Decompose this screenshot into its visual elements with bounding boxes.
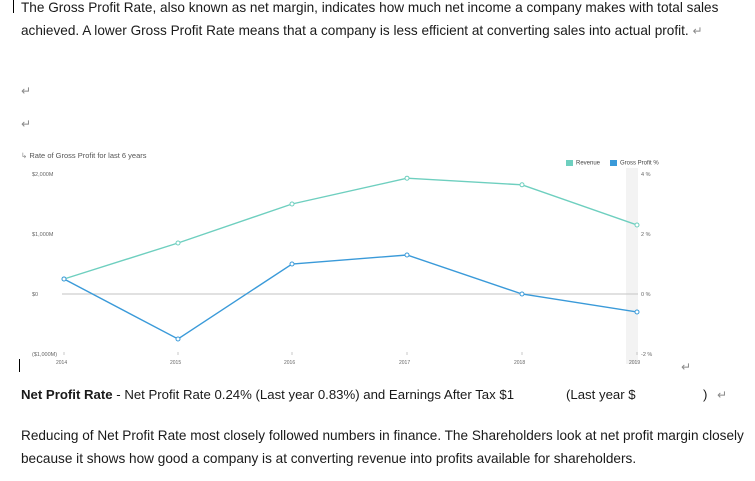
anchor-icon: ↳ [21, 151, 28, 160]
y-left-tick-label: $1,000M [32, 232, 54, 238]
shareholders-text: Reducing of Net Profit Rate most closely… [21, 428, 744, 466]
y-right-tick-label: 2 % [641, 232, 651, 238]
x-tick-label: 2018 [514, 360, 525, 366]
x-tick-label: 2014 [56, 360, 67, 366]
legend-swatch [566, 160, 573, 166]
data-point [175, 336, 181, 342]
series-line-gross-profit [63, 254, 638, 340]
x-tick-label: 2017 [399, 360, 410, 366]
net-profit-paragraph: Net Profit Rate - Net Profit Rate 0.24% … [21, 387, 514, 402]
shareholders-paragraph: Reducing of Net Profit Rate most closely… [21, 425, 751, 470]
y-left-tick-label: $0 [32, 292, 38, 298]
paragraph-mark-icon: ↵ [681, 360, 692, 374]
chart-title: ↳ Rate of Gross Profit for last 6 years [21, 151, 147, 160]
text-cursor [19, 359, 20, 372]
chart-title-text: Rate of Gross Profit for last 6 years [29, 151, 147, 160]
data-point [175, 240, 181, 246]
legend-label: Revenue [576, 160, 601, 167]
data-point [519, 182, 525, 188]
y-left-tick-label: $2,000M [32, 172, 54, 178]
legend-label: Gross Profit % [620, 160, 659, 167]
data-point [404, 175, 410, 181]
net-profit-text: - Net Profit Rate 0.24% (Last year 0.83%… [112, 387, 515, 402]
intro-text: The Gross Profit Rate, also known as net… [21, 0, 719, 38]
chart-highlight-band [626, 168, 638, 364]
text-cursor [13, 0, 14, 13]
legend-swatch [610, 160, 617, 166]
legend-item-gross-profit: Gross Profit % [610, 160, 659, 167]
data-point [634, 222, 640, 228]
data-point [404, 252, 410, 258]
y-left-tick-label: ($1,000M) [32, 352, 57, 358]
data-point [61, 276, 67, 282]
x-tick-label: 2015 [170, 360, 181, 366]
paragraph-mark-icon: ↵ [692, 23, 703, 38]
y-right-tick-label: 4 % [641, 172, 651, 178]
legend-item-revenue: Revenue [566, 160, 600, 167]
x-tick-label: 2016 [284, 360, 295, 366]
last-year-text: (Last year $ [566, 387, 636, 402]
data-point [289, 201, 295, 207]
y-right-tick-label: 0 % [641, 292, 651, 298]
paragraph-mark-icon: ↵ [21, 84, 32, 98]
data-point [519, 291, 525, 297]
x-tick-label: 2019 [629, 360, 640, 366]
data-point [634, 309, 640, 315]
paragraph-mark-icon: ↵ [717, 388, 728, 402]
net-profit-heading: Net Profit Rate [21, 387, 113, 402]
paragraph-mark-icon: ↵ [21, 117, 32, 131]
data-point [289, 261, 295, 267]
close-paren: ) [703, 387, 708, 402]
series-line-revenue [63, 177, 638, 280]
intro-paragraph: The Gross Profit Rate, also known as net… [21, 0, 751, 42]
y-right-tick-label: -2 % [641, 352, 652, 358]
